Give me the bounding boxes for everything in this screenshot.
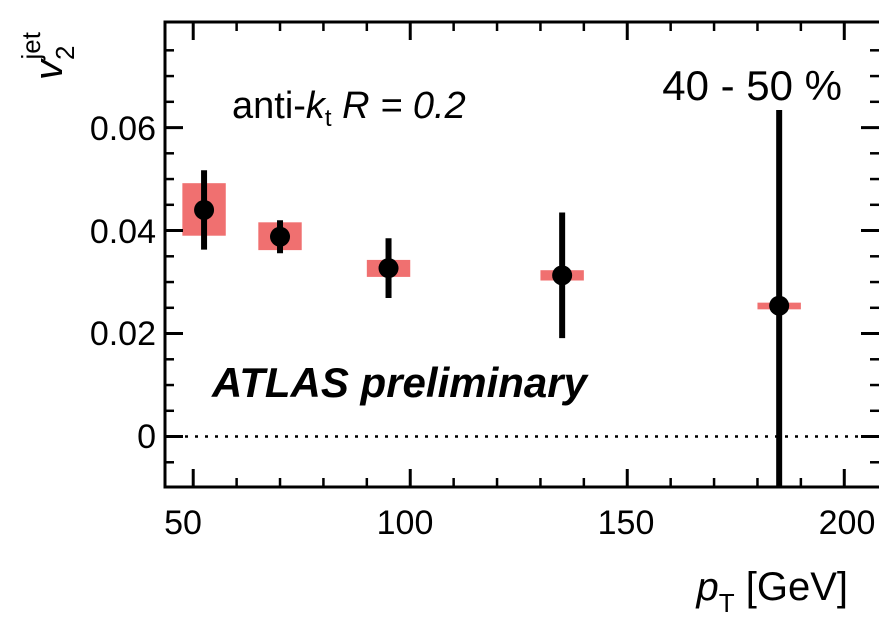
y-tick-label: 0.06 <box>90 110 156 148</box>
x-axis-label-main: p <box>695 565 718 609</box>
experiment-label: ATLAS preliminary <box>211 359 590 406</box>
jet-algo-rest: R = 0.2 <box>332 85 466 127</box>
y-tick-label: 0.04 <box>90 213 156 251</box>
axis-ticks <box>165 22 879 487</box>
y-axis-label-main: v <box>27 58 71 80</box>
y-tick-label: 0.02 <box>90 315 156 353</box>
y-axis-label-sub: 2 <box>50 45 80 59</box>
jet-algorithm-label: anti-kt R = 0.2 <box>232 85 466 132</box>
jet-algo-k-sub: t <box>325 105 332 132</box>
x-tick-label: 150 <box>598 504 655 542</box>
jet-algo-k: k <box>306 85 327 127</box>
systematic-boxes <box>182 183 801 310</box>
x-tick-labels: 50 100 150 200 <box>164 504 875 542</box>
centrality-label: 40 - 50 % <box>662 62 842 109</box>
y-axis-label: v2 jet <box>16 31 80 80</box>
x-tick-label: 50 <box>164 504 202 542</box>
plot-frame <box>163 20 879 489</box>
data-point <box>552 265 573 286</box>
data-point <box>378 258 399 279</box>
x-axis-label-unit: [GeV] <box>735 565 848 609</box>
y-tick-labels: 0 0.02 0.04 0.06 <box>90 110 156 456</box>
x-axis-label: pT [GeV] <box>695 565 848 618</box>
data-point <box>270 226 291 247</box>
data-points <box>194 199 790 316</box>
error-bars <box>201 110 783 487</box>
y-axis-label-sup: jet <box>16 31 46 60</box>
data-point <box>769 295 790 316</box>
jet-algo-prefix: anti- <box>232 85 306 127</box>
x-tick-label: 100 <box>377 504 434 542</box>
x-tick-label: 200 <box>819 504 876 542</box>
y-tick-label: 0 <box>137 418 156 456</box>
x-axis-label-sub: T <box>719 588 735 618</box>
data-point <box>194 199 215 220</box>
plot-area <box>163 20 879 489</box>
